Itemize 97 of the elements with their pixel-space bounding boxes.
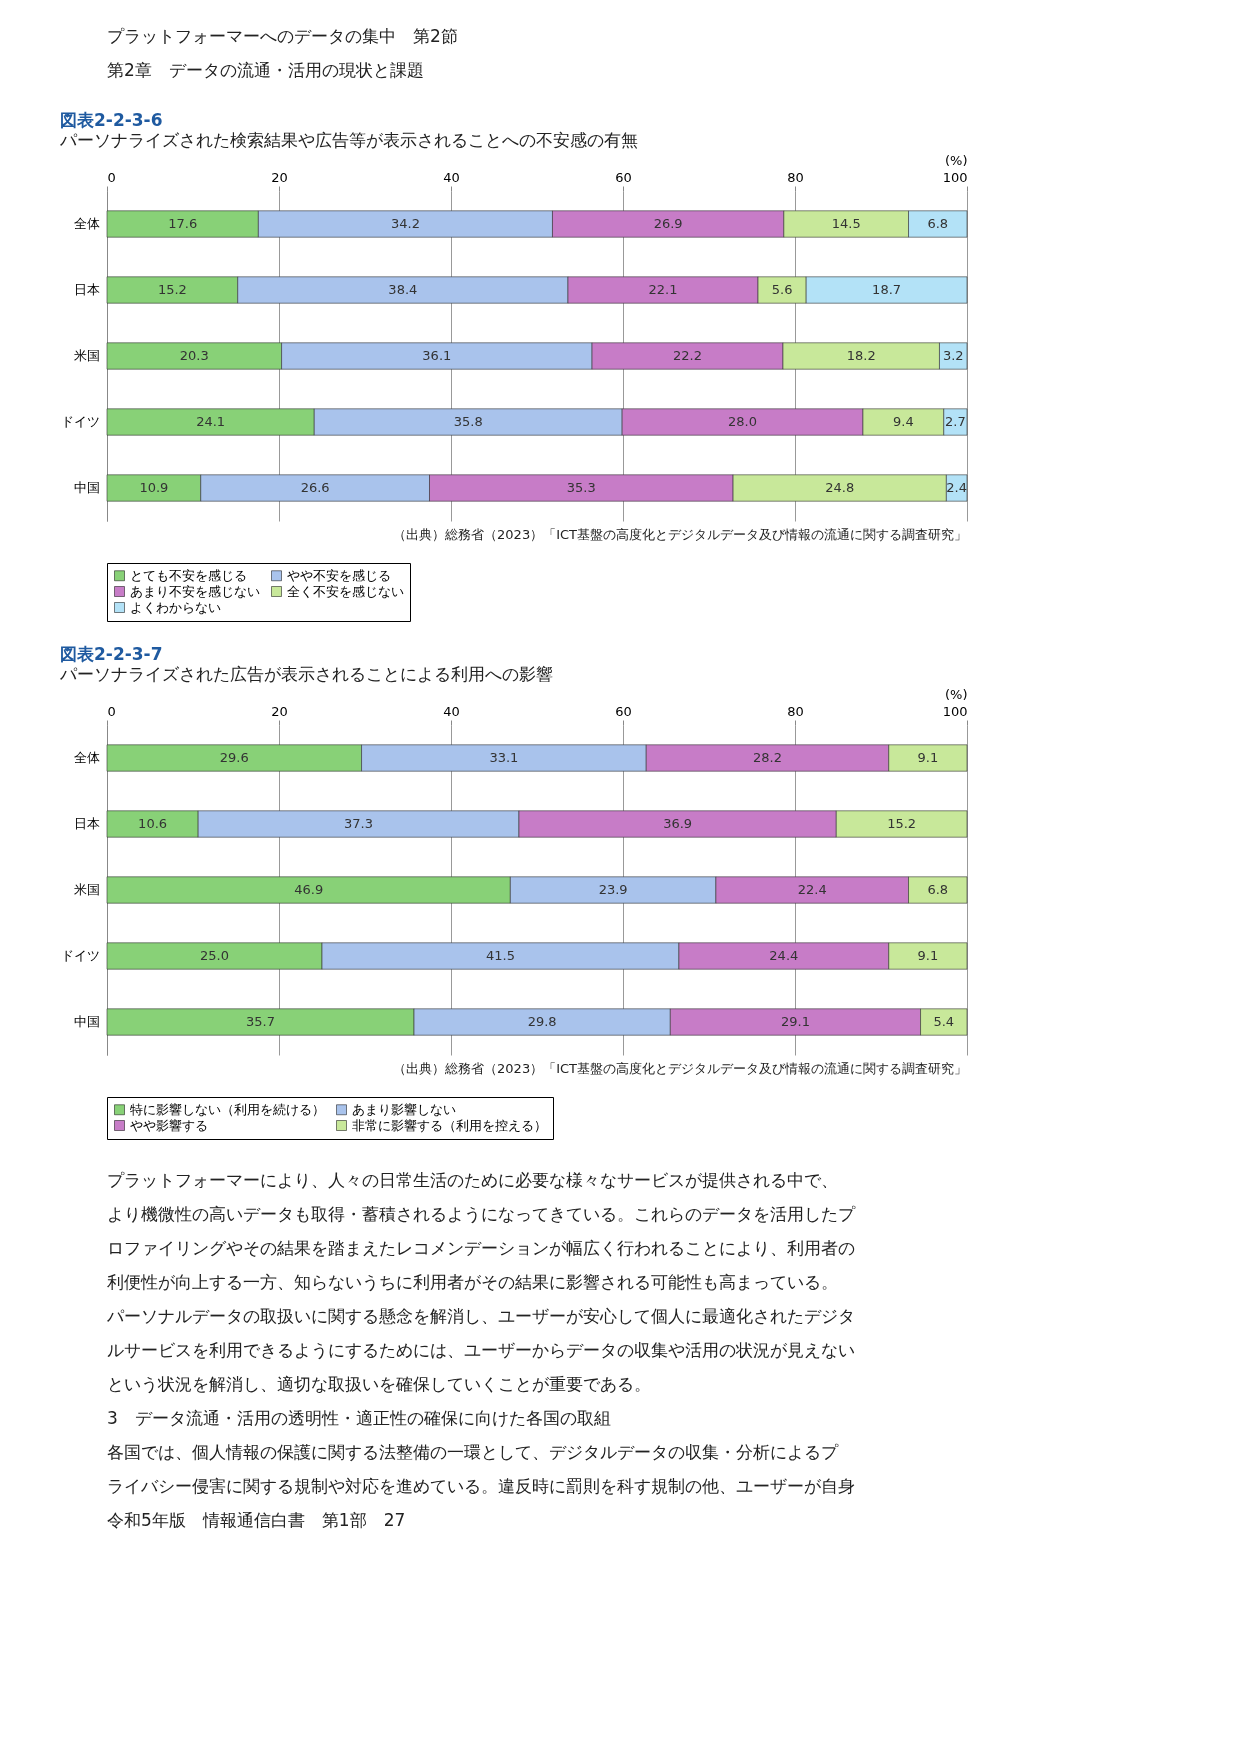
data-label: 10.6 [138,816,168,831]
legend-label: 非常に影響する（利用を控える） [352,1117,547,1133]
data-label: 22.4 [797,882,827,897]
text: という状況を解消し、適切な取扱いを確保していくことが重要である。 [107,1374,651,1394]
y-tick-label: 米国 [73,882,100,897]
x-tick-label: 20 [271,703,288,719]
data-label: 9.4 [893,414,914,429]
text: 第2章 データの流通・活用の現状と課題 [107,60,424,80]
data-label: 26.6 [300,480,330,495]
data-label: 5.6 [771,282,793,297]
text: より機微性の高いデータも取得・蓄積されるようになってきている。これらのデータを活用したプ [107,1204,856,1224]
text: ライバシー侵害に関する規制や対応を進めている。違反時に罰則を科す規制の他、ユーザーが自身 [107,1476,855,1496]
data-label: 24.4 [769,948,799,963]
y-tick-label: ドイツ [60,414,100,429]
text: パーソナルデータの取扱いに関する懸念を解消し、ユーザーが安心して個人に最適化されたデジタ [106,1306,855,1326]
data-label: 18.2 [846,348,876,363]
x-tick-label: 60 [615,169,632,185]
data-label: 35.8 [453,414,483,429]
legend-label: あまり影響しない [352,1101,456,1117]
data-label: 23.9 [598,882,628,897]
x-tick-label: 40 [443,703,460,719]
text: プラットフォーマーにより、人々の日常生活のために必要な様々なサービスが提供される中で、 [107,1170,838,1190]
data-label: 29.1 [780,1014,810,1029]
legend-label: よくわからない [130,599,221,615]
data-label: 9.1 [917,750,939,765]
x-tick-label: 80 [787,703,804,719]
y-tick-label: ドイツ [60,948,100,963]
data-label: 14.5 [831,216,861,231]
data-label: 24.8 [825,480,855,495]
y-tick-label: 日本 [73,816,100,831]
data-label: 5.4 [933,1014,955,1029]
x-tick-label: 0 [107,703,116,719]
x-tick-label: 100 [942,169,968,185]
x-tick-label: 80 [787,169,804,185]
data-label: 6.8 [927,216,949,231]
data-label: 37.3 [344,816,374,831]
data-label: 28.2 [753,750,782,765]
data-label: 18.7 [872,282,902,297]
data-label: 35.7 [246,1014,275,1029]
x-tick-label: 40 [443,169,460,185]
data-label: 33.1 [489,750,519,765]
y-tick-label: 中国 [73,1014,100,1029]
data-label: 10.9 [139,480,169,495]
data-label: 36.1 [422,348,452,363]
text: （出典）総務省（2023）「ICT基盤の高度化とデジタルデータ及び情報の流通に関する調査研究」 [393,1061,967,1076]
chart-subtitle: パーソナライズされた広告が表示されることによる利用への影響 [59,664,553,684]
x-axis-title: (%) [945,686,968,702]
y-tick-label: 全体 [73,216,100,231]
y-tick-label: 米国 [73,348,100,363]
data-label: 41.5 [485,948,515,963]
text: ルサービスを利用できるようにするためには、ユーザーからデータの収集や活用の状況が見えない [107,1340,855,1360]
data-label: 2.4 [946,480,968,495]
x-tick-label: 60 [615,703,632,719]
data-label: 17.6 [168,216,198,231]
data-label: 35.3 [566,480,596,495]
data-label: 9.1 [917,948,939,963]
legend-label: あまり不安を感じない [130,583,260,599]
data-label: 15.2 [887,816,917,831]
data-label: 29.6 [219,750,249,765]
text: ロファイリングやその結果を踏まえたレコメンデーションが幅広く行われることにより、利用者の [107,1238,855,1258]
text: 令和5年版 情報通信白書 第1部 27 [107,1510,406,1530]
data-label: 28.0 [728,414,758,429]
legend-label: やや影響する [130,1117,208,1133]
x-tick-label: 20 [271,169,288,185]
y-tick-label: 日本 [73,282,100,297]
data-label: 46.9 [294,882,324,897]
data-label: 29.8 [527,1014,557,1029]
data-label: 24.1 [196,414,226,429]
x-tick-label: 100 [942,703,968,719]
data-label: 25.0 [200,948,229,963]
x-tick-label: 0 [107,169,116,185]
text: 各国では、個人情報の保護に関する法整備の一環として、デジタルデータの収集・分析によるプ [107,1442,839,1462]
chart-title: 図表2-2-3-7 [60,644,163,664]
text: （出典）総務省（2023）「ICT基盤の高度化とデジタルデータ及び情報の流通に関する調査研究」 [393,527,967,542]
chart-title: 図表2-2-3-6 [60,110,163,130]
x-axis-title: (%) [945,152,968,168]
data-label: 22.1 [648,282,678,297]
data-label: 34.2 [390,216,420,231]
data-label: 22.2 [673,348,702,363]
data-label: 3.2 [942,348,964,363]
text: プラットフォーマーへのデータの集中 第2節 [107,26,458,46]
data-label: 38.4 [388,282,418,297]
data-label: 36.9 [663,816,693,831]
chart-subtitle: パーソナライズされた検索結果や広告等が表示されることへの不安感の有無 [59,130,638,150]
text: 利便性が向上する一方、知らないうちに利用者がその結果に影響される可能性も高まっている。 [107,1272,838,1292]
legend-label: 全く不安を感じない [287,583,404,599]
data-label: 6.8 [927,882,949,897]
data-label: 2.7 [945,414,966,429]
data-label: 26.9 [653,216,683,231]
y-tick-label: 全体 [73,750,100,765]
data-label: 20.3 [179,348,209,363]
y-tick-label: 中国 [73,480,100,495]
data-label: 15.2 [157,282,187,297]
legend-label: とても不安を感じる [130,567,247,583]
text: 3 データ流通・活用の透明性・適正性の確保に向けた各国の取組 [107,1408,611,1428]
legend-label: やや不安を感じる [287,567,391,583]
legend-label: 特に影響しない（利用を続ける） [130,1101,325,1117]
